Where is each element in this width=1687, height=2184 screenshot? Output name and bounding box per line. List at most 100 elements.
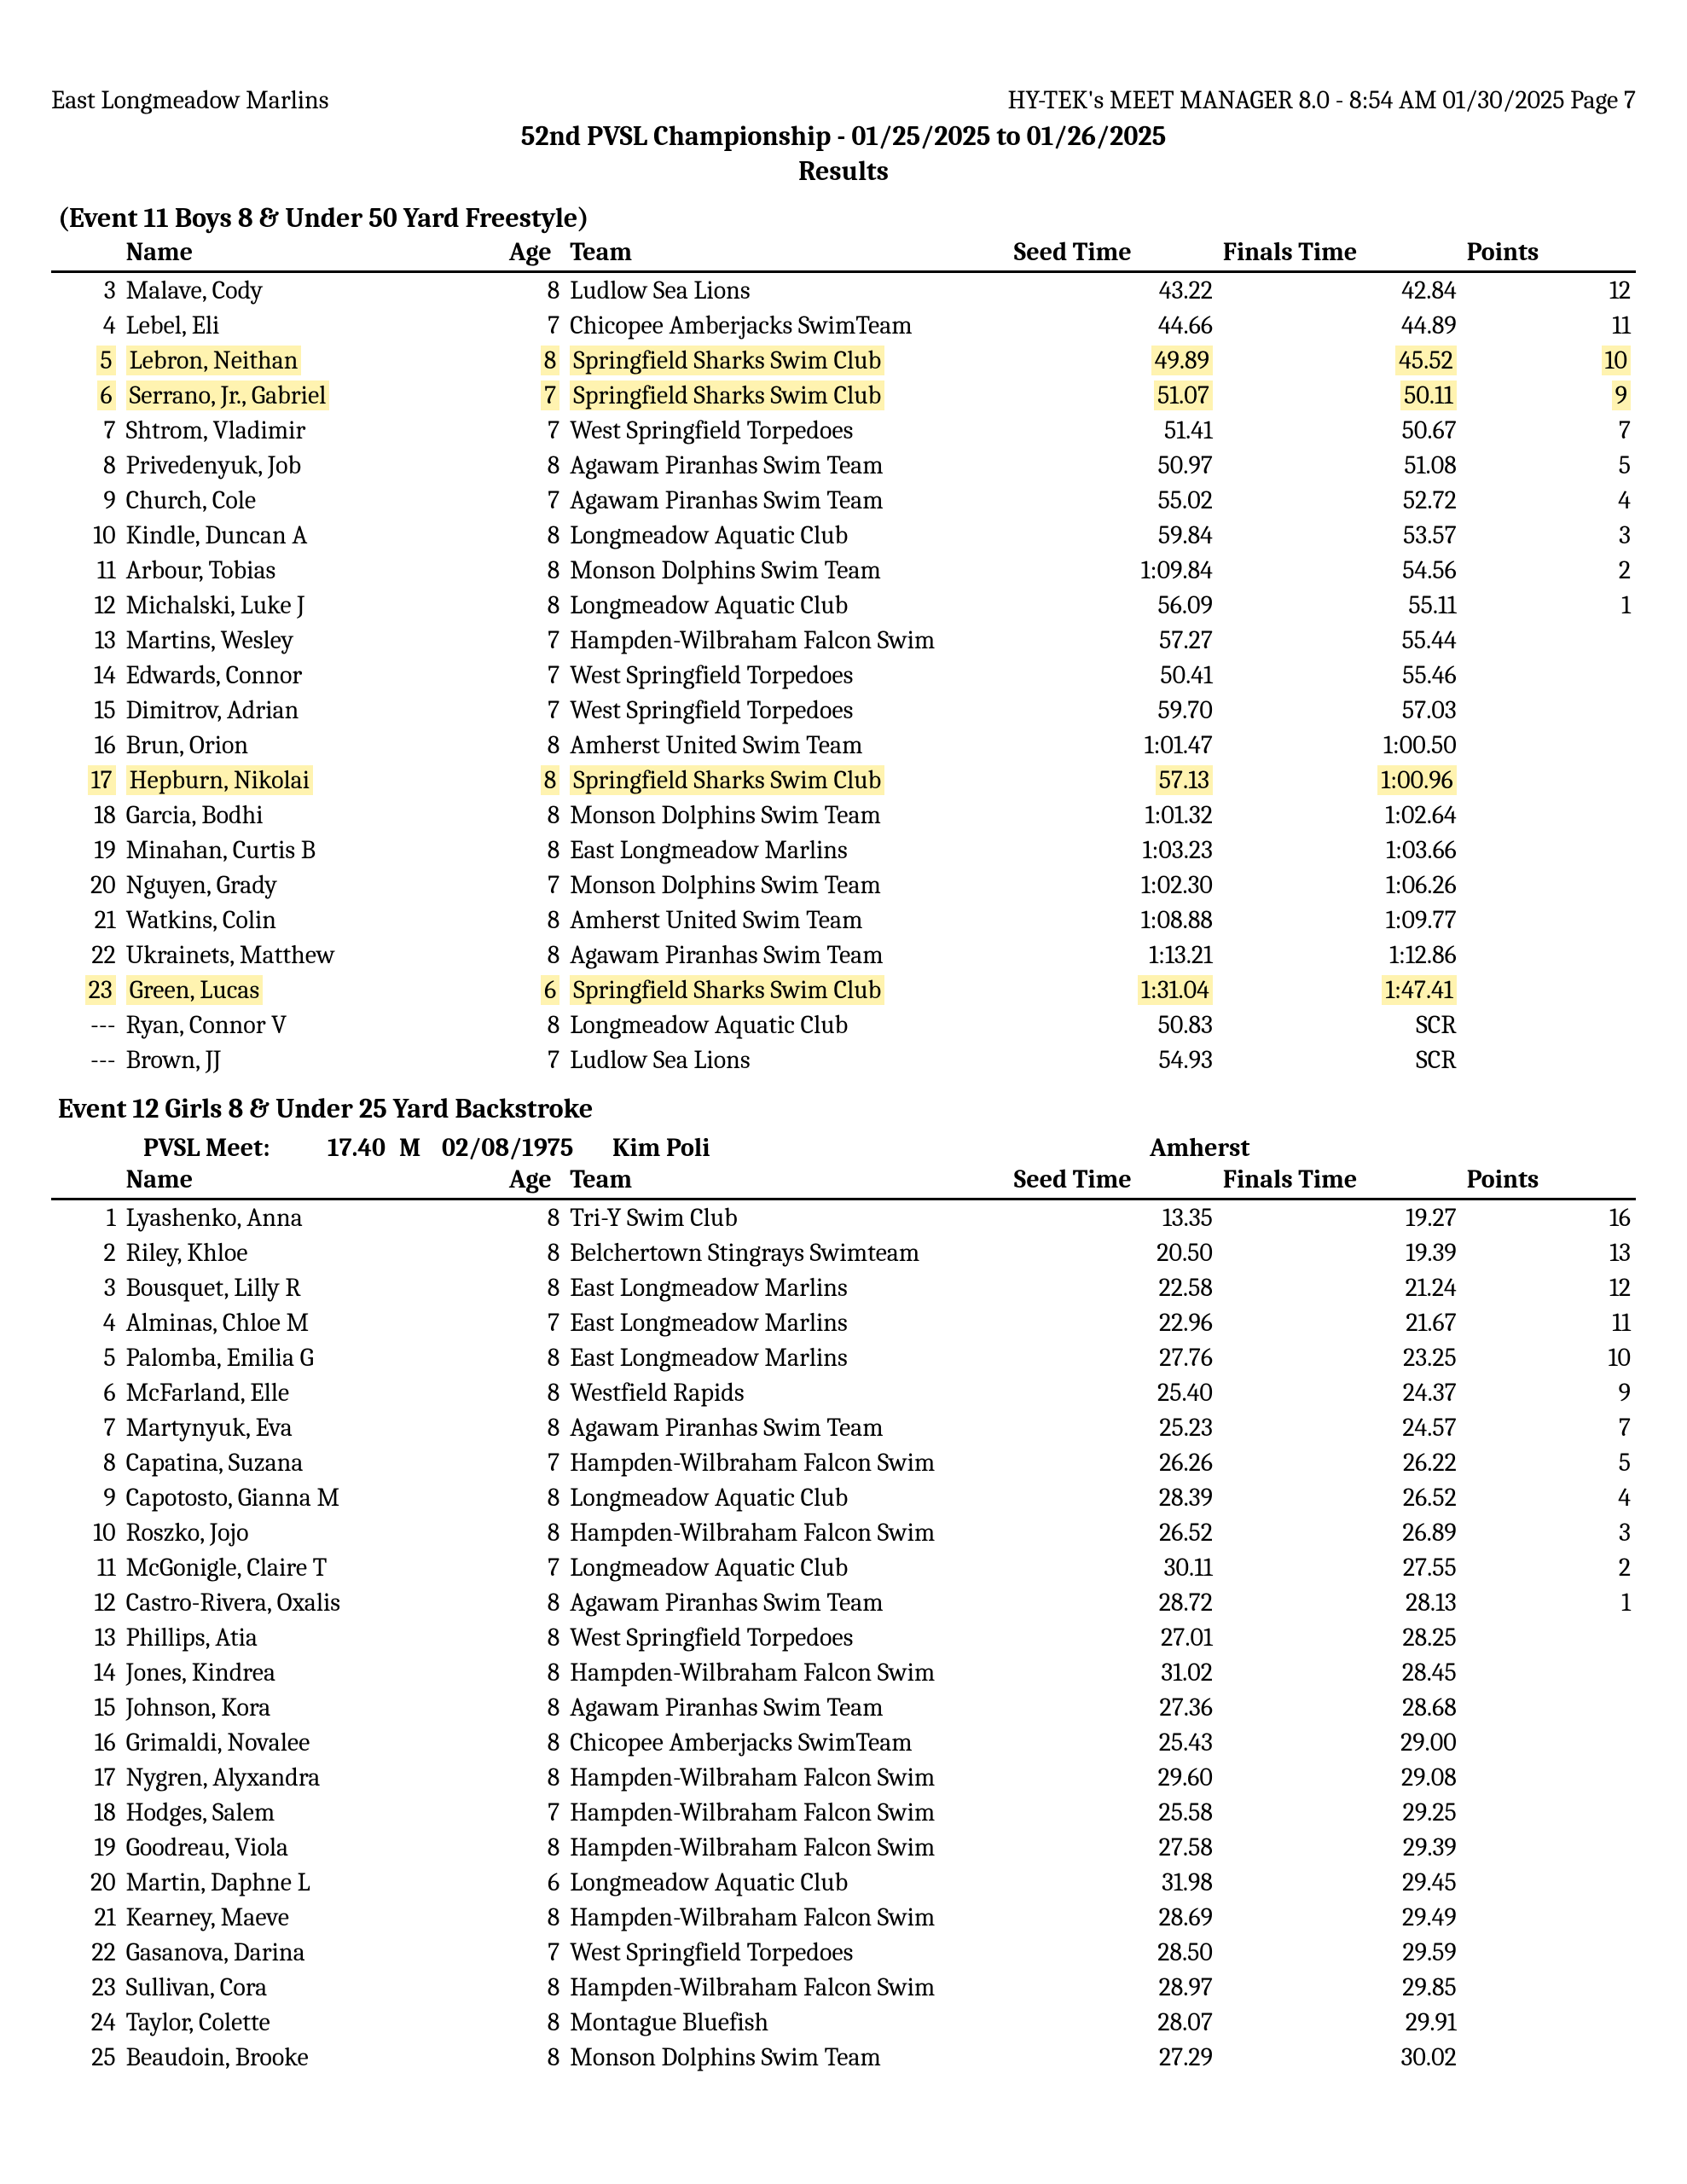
table-row: 5Palomba, Emilia G8East Longmeadow Marli…	[51, 1340, 1636, 1375]
cell-age: 7	[504, 658, 565, 693]
cell-finals: 24.37	[1218, 1375, 1462, 1410]
cell-name: Minahan, Curtis B	[121, 833, 504, 868]
cell-team: Ludlow Sea Lions	[565, 1043, 1009, 1077]
table-row: 14Jones, Kindrea8Hampden-Wilbraham Falco…	[51, 1655, 1636, 1690]
cell-team: West Springfield Torpedoes	[565, 658, 1009, 693]
cell-team: Monson Dolphins Swim Team	[565, 553, 1009, 588]
cell-place: 13	[51, 1620, 121, 1655]
cell-points: 1	[1462, 1585, 1636, 1620]
cell-place: 18	[51, 1795, 121, 1830]
event11-table: Name Age Team Seed Time Finals Time Poin…	[51, 235, 1636, 1077]
cell-points	[1462, 1795, 1636, 1830]
cell-place: 11	[51, 1550, 121, 1585]
record-flag: M	[399, 1133, 442, 1163]
cell-place: 17	[51, 763, 121, 798]
cell-finals: 29.08	[1218, 1760, 1462, 1795]
cell-name: Ukrainets, Matthew	[121, 938, 504, 973]
cell-place: 10	[51, 1515, 121, 1550]
cell-place: 12	[51, 588, 121, 623]
table-row: 23Green, Lucas6Springfield Sharks Swim C…	[51, 973, 1636, 1008]
cell-age: 8	[504, 763, 565, 798]
cell-place: 20	[51, 868, 121, 903]
cell-seed: 1:31.04	[1009, 973, 1218, 1008]
table-row: 11Arbour, Tobias8Monson Dolphins Swim Te…	[51, 553, 1636, 588]
table-row: 4Lebel, Eli7Chicopee Amberjacks SwimTeam…	[51, 308, 1636, 343]
cell-age: 8	[504, 2040, 565, 2075]
table-row: 3Malave, Cody8Ludlow Sea Lions43.2242.84…	[51, 272, 1636, 309]
cell-seed: 27.58	[1009, 1830, 1218, 1865]
cell-name: Roszko, Jojo	[121, 1515, 504, 1550]
table-row: 22Ukrainets, Matthew8Agawam Piranhas Swi…	[51, 938, 1636, 973]
cell-seed: 1:03.23	[1009, 833, 1218, 868]
cell-finals: 28.13	[1218, 1585, 1462, 1620]
cell-name: Ryan, Connor V	[121, 1008, 504, 1043]
table-row: 10Kindle, Duncan A8Longmeadow Aquatic Cl…	[51, 518, 1636, 553]
cell-team: Springfield Sharks Swim Club	[565, 378, 1009, 413]
cell-team: Amherst United Swim Team	[565, 728, 1009, 763]
cell-place: ---	[51, 1043, 121, 1077]
cell-name: Gasanova, Darina	[121, 1935, 504, 1970]
cell-finals: 42.84	[1218, 272, 1462, 309]
cell-place: 5	[51, 1340, 121, 1375]
table-row: 9Church, Cole7Agawam Piranhas Swim Team5…	[51, 483, 1636, 518]
cell-name: Green, Lucas	[121, 973, 504, 1008]
cell-team: West Springfield Torpedoes	[565, 693, 1009, 728]
cell-age: 7	[504, 413, 565, 448]
cell-age: 8	[504, 1375, 565, 1410]
record-date: 02/08/1975	[442, 1133, 612, 1163]
cell-points	[1462, 2040, 1636, 2075]
cell-finals: 57.03	[1218, 693, 1462, 728]
table-row: 19Goodreau, Viola8Hampden-Wilbraham Falc…	[51, 1830, 1636, 1865]
record-spacer	[58, 1133, 143, 1163]
cell-age: 8	[504, 1585, 565, 1620]
table-row: 1Lyashenko, Anna8Tri-Y Swim Club13.3519.…	[51, 1199, 1636, 1236]
cell-finals: 50.67	[1218, 413, 1462, 448]
event11-title: (Event 11 Boys 8 & Under 50 Yard Freesty…	[51, 202, 1636, 234]
cell-age: 7	[504, 1445, 565, 1480]
cell-place: 20	[51, 1865, 121, 1900]
cell-seed: 26.26	[1009, 1445, 1218, 1480]
cell-finals: 1:06.26	[1218, 868, 1462, 903]
cell-finals: 44.89	[1218, 308, 1462, 343]
col-seed: Seed Time	[1009, 235, 1218, 272]
cell-place: 21	[51, 903, 121, 938]
cell-name: Dimitrov, Adrian	[121, 693, 504, 728]
table-row: 4Alminas, Chloe M7East Longmeadow Marlin…	[51, 1305, 1636, 1340]
cell-points	[1462, 623, 1636, 658]
cell-seed: 28.69	[1009, 1900, 1218, 1935]
cell-finals: 1:47.41	[1218, 973, 1462, 1008]
table-row: 6McFarland, Elle8Westfield Rapids25.4024…	[51, 1375, 1636, 1410]
col-name: Name	[121, 235, 504, 272]
cell-seed: 50.83	[1009, 1008, 1218, 1043]
cell-team: Hampden-Wilbraham Falcon Swim	[565, 1900, 1009, 1935]
cell-name: Capatina, Suzana	[121, 1445, 504, 1480]
cell-place: 7	[51, 413, 121, 448]
cell-team: Longmeadow Aquatic Club	[565, 1550, 1009, 1585]
cell-age: 8	[504, 1340, 565, 1375]
cell-seed: 51.07	[1009, 378, 1218, 413]
cell-name: Palomba, Emilia G	[121, 1340, 504, 1375]
cell-age: 8	[504, 553, 565, 588]
cell-place: 22	[51, 938, 121, 973]
cell-team: West Springfield Torpedoes	[565, 1935, 1009, 1970]
cell-finals: 1:02.64	[1218, 798, 1462, 833]
cell-points: 7	[1462, 413, 1636, 448]
cell-name: Martynyuk, Eva	[121, 1410, 504, 1445]
cell-seed: 27.36	[1009, 1690, 1218, 1725]
cell-place: 19	[51, 1830, 121, 1865]
cell-age: 7	[504, 1550, 565, 1585]
table-row: 9Capotosto, Gianna M8Longmeadow Aquatic …	[51, 1480, 1636, 1515]
cell-name: Grimaldi, Novalee	[121, 1725, 504, 1760]
table-row: 16Grimaldi, Novalee8Chicopee Amberjacks …	[51, 1725, 1636, 1760]
cell-finals: 29.45	[1218, 1865, 1462, 1900]
cell-seed: 22.96	[1009, 1305, 1218, 1340]
cell-points	[1462, 1865, 1636, 1900]
cell-place: 3	[51, 272, 121, 309]
cell-place: 24	[51, 2005, 121, 2040]
event12-body: 1Lyashenko, Anna8Tri-Y Swim Club13.3519.…	[51, 1199, 1636, 2076]
cell-finals: 28.68	[1218, 1690, 1462, 1725]
cell-name: Nguyen, Grady	[121, 868, 504, 903]
cell-name: Arbour, Tobias	[121, 553, 504, 588]
cell-finals: 19.39	[1218, 1235, 1462, 1270]
cell-age: 8	[504, 1655, 565, 1690]
